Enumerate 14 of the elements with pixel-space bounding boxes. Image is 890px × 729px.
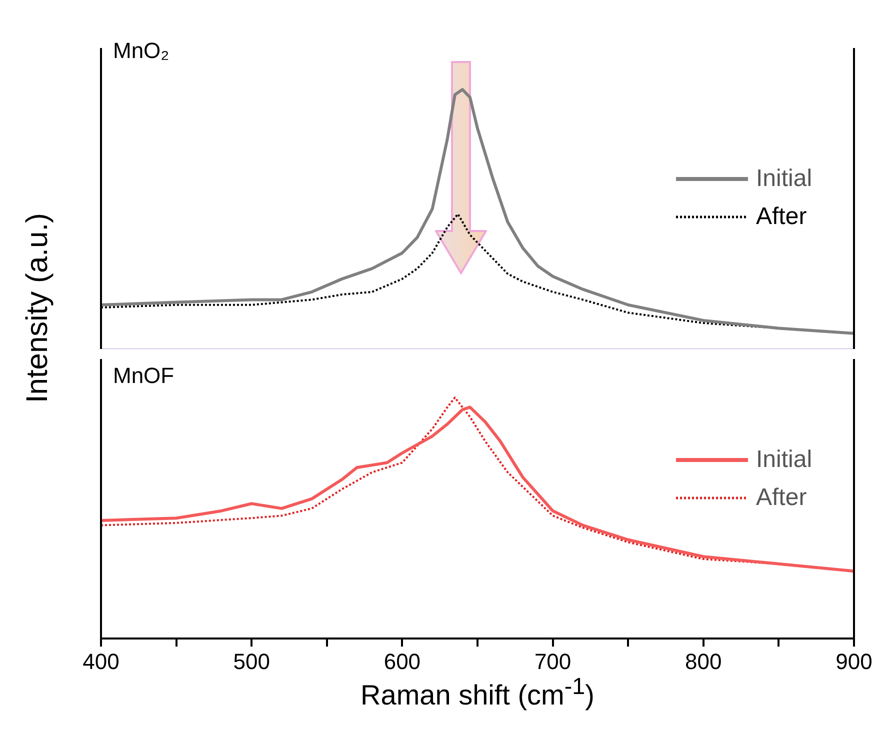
- chart-title: MnOF: [113, 363, 174, 389]
- x-tick-label: 500: [233, 648, 270, 674]
- legend-label: Initial: [756, 446, 812, 474]
- legend-label: After: [756, 484, 807, 512]
- legend-label: Initial: [756, 165, 812, 193]
- legend-label: After: [756, 203, 807, 231]
- x-tick-label: 800: [685, 648, 722, 674]
- x-tick-label: 700: [534, 648, 572, 674]
- x-tick-label: 600: [384, 648, 421, 674]
- x-axis-title: Raman shift (cm$^{-1}$): [360, 673, 594, 710]
- x-tick-label: 400: [82, 648, 120, 674]
- chart-title: MnO₂: [113, 38, 170, 64]
- x-tick-label: 900: [836, 648, 872, 674]
- y-axis-title: Intensity (a.u.): [20, 212, 55, 406]
